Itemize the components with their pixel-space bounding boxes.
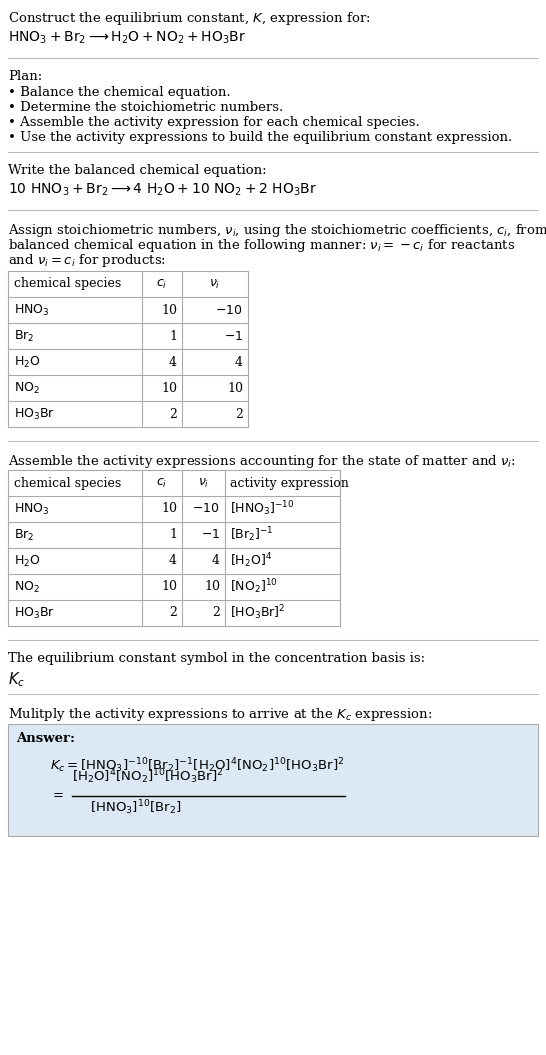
Text: $[\mathrm{Br_2}]^{-1}$: $[\mathrm{Br_2}]^{-1}$ (230, 525, 274, 544)
Text: 10: 10 (204, 580, 220, 594)
Text: 10: 10 (161, 382, 177, 395)
Text: $c_i$: $c_i$ (156, 477, 168, 490)
Text: Assign stoichiometric numbers, $\nu_i$, using the stoichiometric coefficients, $: Assign stoichiometric numbers, $\nu_i$, … (8, 222, 546, 239)
Text: $\mathrm{Br_2}$: $\mathrm{Br_2}$ (14, 328, 34, 344)
Text: • Use the activity expressions to build the equilibrium constant expression.: • Use the activity expressions to build … (8, 131, 512, 143)
Text: 1: 1 (169, 529, 177, 541)
Text: $\mathrm{Br_2}$: $\mathrm{Br_2}$ (14, 528, 34, 542)
Text: $-10$: $-10$ (216, 304, 243, 316)
Text: • Assemble the activity expression for each chemical species.: • Assemble the activity expression for e… (8, 116, 420, 129)
Text: $=$: $=$ (50, 787, 64, 801)
Text: 10: 10 (161, 502, 177, 516)
Text: 4: 4 (235, 356, 243, 368)
Text: • Determine the stoichiometric numbers.: • Determine the stoichiometric numbers. (8, 101, 283, 114)
Text: 1: 1 (169, 329, 177, 343)
Text: chemical species: chemical species (14, 477, 121, 490)
Text: • Balance the chemical equation.: • Balance the chemical equation. (8, 87, 230, 99)
Text: Mulitply the activity expressions to arrive at the $K_c$ expression:: Mulitply the activity expressions to arr… (8, 706, 432, 723)
Text: and $\nu_i = c_i$ for products:: and $\nu_i = c_i$ for products: (8, 252, 166, 269)
Text: $\nu_i$: $\nu_i$ (198, 477, 209, 490)
Text: $\mathrm{NO_2}$: $\mathrm{NO_2}$ (14, 579, 40, 595)
Text: $-10$: $-10$ (192, 502, 220, 516)
FancyBboxPatch shape (8, 724, 538, 836)
Text: Assemble the activity expressions accounting for the state of matter and $\nu_i$: Assemble the activity expressions accoun… (8, 453, 516, 469)
Text: $\mathrm{HO_3Br}$: $\mathrm{HO_3Br}$ (14, 406, 55, 422)
Text: 2: 2 (169, 407, 177, 421)
Text: $K_c = [\mathrm{HNO_3}]^{-10} [\mathrm{Br_2}]^{-1} [\mathrm{H_2O}]^4 [\mathrm{NO: $K_c = [\mathrm{HNO_3}]^{-10} [\mathrm{B… (50, 756, 345, 774)
Text: $[\mathrm{HNO_3}]^{10} [\mathrm{Br_2}]$: $[\mathrm{HNO_3}]^{10} [\mathrm{Br_2}]$ (90, 798, 181, 817)
Text: Construct the equilibrium constant, $K$, expression for:: Construct the equilibrium constant, $K$,… (8, 9, 371, 27)
Text: Plan:: Plan: (8, 70, 42, 83)
Text: $[\mathrm{HNO_3}]^{-10}$: $[\mathrm{HNO_3}]^{-10}$ (230, 500, 294, 518)
Text: $K_c$: $K_c$ (8, 670, 25, 689)
Text: $[\mathrm{NO_2}]^{10}$: $[\mathrm{NO_2}]^{10}$ (230, 578, 278, 596)
Text: chemical species: chemical species (14, 277, 121, 290)
Text: $\mathrm{10\ HNO_3 + Br_2 \longrightarrow 4\ H_2O + 10\ NO_2 + 2\ HO_3Br}$: $\mathrm{10\ HNO_3 + Br_2 \longrightarro… (8, 183, 317, 198)
Text: $\mathrm{HO_3Br}$: $\mathrm{HO_3Br}$ (14, 606, 55, 620)
Text: 4: 4 (169, 555, 177, 568)
Text: $\mathrm{HNO_3}$: $\mathrm{HNO_3}$ (14, 303, 50, 318)
Text: $\mathrm{NO_2}$: $\mathrm{NO_2}$ (14, 381, 40, 396)
Text: 2: 2 (169, 607, 177, 619)
Text: 2: 2 (212, 607, 220, 619)
Text: 4: 4 (212, 555, 220, 568)
Text: 4: 4 (169, 356, 177, 368)
Text: $\mathrm{H_2O}$: $\mathrm{H_2O}$ (14, 354, 40, 369)
Text: $c_i$: $c_i$ (156, 277, 168, 290)
Text: $-1$: $-1$ (224, 329, 243, 343)
Text: $[\mathrm{H_2O}]^4 [\mathrm{NO_2}]^{10} [\mathrm{HO_3Br}]^2$: $[\mathrm{H_2O}]^4 [\mathrm{NO_2}]^{10} … (72, 767, 223, 786)
Text: 2: 2 (235, 407, 243, 421)
Text: balanced chemical equation in the following manner: $\nu_i = -c_i$ for reactants: balanced chemical equation in the follow… (8, 237, 515, 254)
Text: $\mathrm{HNO_3}$: $\mathrm{HNO_3}$ (14, 501, 50, 517)
Text: 10: 10 (227, 382, 243, 395)
Text: The equilibrium constant symbol in the concentration basis is:: The equilibrium constant symbol in the c… (8, 652, 425, 665)
Text: 10: 10 (161, 304, 177, 316)
Text: $\mathrm{H_2O}$: $\mathrm{H_2O}$ (14, 554, 40, 569)
Text: 10: 10 (161, 580, 177, 594)
Text: $\mathrm{HNO_3 + Br_2 \longrightarrow H_2O + NO_2 + HO_3Br}$: $\mathrm{HNO_3 + Br_2 \longrightarrow H_… (8, 30, 246, 46)
Text: $[\mathrm{H_2O}]^{4}$: $[\mathrm{H_2O}]^{4}$ (230, 552, 272, 571)
Text: activity expression: activity expression (230, 477, 349, 490)
Text: Answer:: Answer: (16, 732, 75, 745)
Text: $\nu_i$: $\nu_i$ (209, 277, 221, 290)
Text: $-1$: $-1$ (201, 529, 220, 541)
Text: $[\mathrm{HO_3Br}]^{2}$: $[\mathrm{HO_3Br}]^{2}$ (230, 603, 286, 622)
Text: Write the balanced chemical equation:: Write the balanced chemical equation: (8, 164, 266, 177)
